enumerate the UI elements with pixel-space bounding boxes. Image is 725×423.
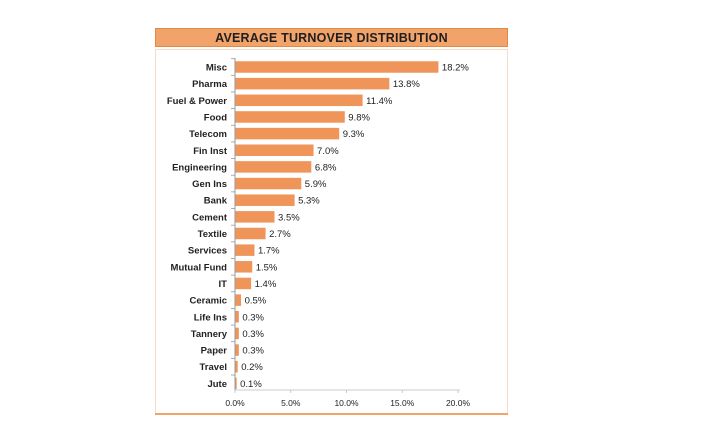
data-label: 18.2%: [442, 63, 469, 74]
bar: [235, 194, 295, 206]
bar: [235, 61, 439, 73]
data-label: 1.5%: [256, 262, 278, 273]
x-tick-label: 0.0%: [225, 398, 245, 408]
chart-title: AVERAGE TURNOVER DISTRIBUTION: [215, 30, 448, 45]
data-label: 0.5%: [245, 296, 267, 307]
bar: [235, 144, 314, 156]
data-label: 0.3%: [242, 312, 264, 323]
category-label: Cement: [192, 212, 228, 223]
x-tick-label: 10.0%: [334, 398, 359, 408]
x-tick-label: 15.0%: [390, 398, 415, 408]
data-label: 11.4%: [366, 96, 393, 107]
category-label: Tannery: [191, 329, 228, 340]
bar: [235, 94, 363, 107]
category-label: Ceramic: [190, 296, 228, 307]
category-label: Bank: [204, 196, 228, 207]
chart-title-band: AVERAGE TURNOVER DISTRIBUTION: [155, 28, 508, 47]
bar: [235, 161, 312, 173]
chart-bottom-rule: [155, 413, 508, 415]
data-label: 1.4%: [255, 279, 277, 290]
bar: [235, 360, 238, 373]
category-label: Textile: [198, 229, 227, 240]
bar: [235, 177, 302, 190]
category-label: Pharma: [192, 79, 228, 90]
category-label: Food: [204, 112, 227, 123]
category-label: Telecom: [189, 129, 227, 140]
category-label: Jute: [207, 379, 227, 390]
category-label: Services: [188, 246, 227, 257]
category-label: Fuel & Power: [167, 96, 227, 107]
bar: [235, 244, 255, 256]
category-label: Gen Ins: [192, 179, 227, 190]
data-label: 0.1%: [240, 379, 262, 390]
bar: [235, 294, 242, 306]
data-label: 7.0%: [317, 146, 339, 157]
data-label: 5.9%: [305, 179, 327, 190]
bar: [235, 127, 340, 140]
data-label: 9.8%: [348, 112, 370, 123]
x-tick-label: 5.0%: [281, 398, 301, 408]
bar: [235, 261, 253, 273]
x-tick-label: 20.0%: [446, 398, 471, 408]
data-label: 2.7%: [269, 229, 291, 240]
bar: [235, 344, 239, 356]
data-label: 0.3%: [242, 329, 264, 340]
bar: [235, 327, 239, 340]
category-label: IT: [219, 279, 228, 290]
data-label: 3.5%: [278, 212, 300, 223]
bar: [235, 377, 237, 390]
bar: [235, 111, 345, 123]
bar: [235, 227, 266, 240]
data-label: 9.3%: [343, 129, 365, 140]
data-label: 1.7%: [258, 246, 280, 257]
data-label: 6.8%: [315, 162, 337, 173]
category-label: Misc: [206, 63, 227, 74]
bar: [235, 311, 239, 323]
chart-frame: [155, 49, 508, 414]
data-label: 13.8%: [393, 79, 420, 90]
data-label: 0.2%: [241, 362, 263, 373]
category-label: Life Ins: [194, 312, 227, 323]
bar: [235, 211, 275, 223]
category-label: Engineering: [172, 162, 227, 173]
bar: [235, 77, 390, 90]
category-label: Travel: [200, 362, 227, 373]
category-label: Mutual Fund: [171, 262, 228, 273]
bar: [235, 277, 252, 290]
data-label: 0.3%: [242, 346, 264, 357]
data-label: 5.3%: [298, 196, 320, 207]
category-label: Paper: [201, 346, 228, 357]
category-label: Fin Inst: [193, 146, 228, 157]
